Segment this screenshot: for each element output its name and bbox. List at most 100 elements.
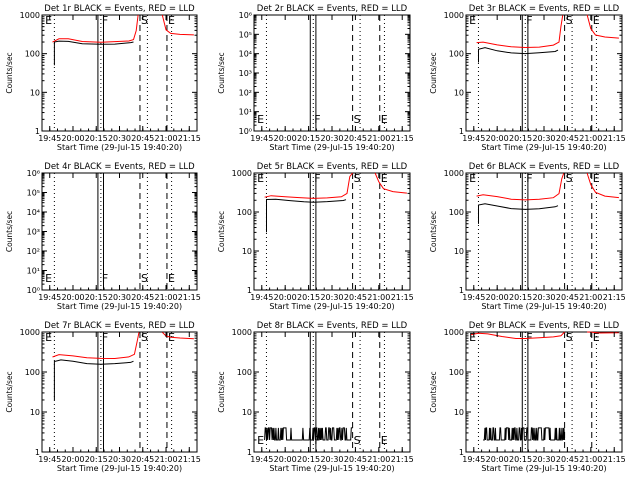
y-tick-label: 10 bbox=[454, 88, 464, 97]
marker-label-S: S bbox=[566, 331, 573, 344]
x-tick-label: 20:45 bbox=[131, 455, 154, 464]
y-tick-label: 10 bbox=[454, 408, 464, 417]
x-tick-label: 21:15 bbox=[603, 134, 626, 143]
x-tick-label: 20:00 bbox=[61, 455, 84, 464]
marker-label-E: E bbox=[257, 434, 264, 447]
x-tick-label: 19:45 bbox=[250, 134, 273, 143]
plot-frame bbox=[465, 172, 623, 291]
x-tick-label: 20:45 bbox=[344, 293, 367, 302]
plot-frame bbox=[465, 14, 623, 132]
marker-label-E: E bbox=[257, 113, 264, 126]
x-tick-label: 20:30 bbox=[108, 455, 131, 464]
marker-label-S: S bbox=[566, 172, 573, 185]
series-events-line bbox=[478, 47, 559, 63]
y-tick-label: 1000 bbox=[232, 328, 252, 337]
x-tick-label: 20:30 bbox=[532, 293, 555, 302]
x-tick-label: 20:00 bbox=[274, 134, 297, 143]
marker-label-S: S bbox=[141, 272, 148, 285]
x-tick-label: 21:15 bbox=[391, 293, 414, 302]
x-tick-label: 20:00 bbox=[274, 455, 297, 464]
x-tick-label: 20:45 bbox=[556, 293, 579, 302]
panel-title: Det 6r BLACK = Events, RED = LLD bbox=[469, 162, 620, 172]
panel-title: Det 5r BLACK = Events, RED = LLD bbox=[257, 162, 408, 172]
x-tick-label: 20:30 bbox=[108, 134, 131, 143]
plot-frame bbox=[41, 14, 198, 132]
x-tick-label: 20:00 bbox=[486, 134, 509, 143]
y-tick-label: 10 bbox=[30, 408, 40, 417]
y-tick-label: 100 bbox=[237, 208, 252, 217]
y-tick-label: 1000 bbox=[20, 328, 40, 337]
y-tick-label: 10⁰ bbox=[27, 286, 40, 295]
y-tick-label: 10³ bbox=[239, 69, 252, 78]
x-tick-label: 20:15 bbox=[509, 455, 532, 464]
x-tick-label: 21:15 bbox=[391, 134, 414, 143]
y-tick-label: 10¹ bbox=[27, 267, 40, 276]
x-tick-label: 21:00 bbox=[367, 293, 390, 302]
x-tick-label: 20:45 bbox=[131, 134, 154, 143]
y-tick-label: 10⁵ bbox=[239, 30, 252, 39]
marker-label-S: S bbox=[141, 14, 148, 27]
marker-label-S: S bbox=[141, 331, 148, 344]
y-tick-label: 10 bbox=[242, 247, 252, 256]
plot-frame bbox=[41, 331, 198, 453]
x-tick-label: 21:00 bbox=[367, 455, 390, 464]
series-lld-line bbox=[52, 14, 139, 43]
x-tick-label: 20:30 bbox=[320, 455, 343, 464]
y-tick-label: 1 bbox=[35, 127, 40, 136]
marker-label-S: S bbox=[354, 434, 361, 447]
x-tick-label: 21:00 bbox=[579, 455, 602, 464]
x-tick-label: 21:15 bbox=[603, 455, 626, 464]
marker-label-E: E bbox=[168, 14, 175, 27]
x-tick-label: 21:15 bbox=[178, 455, 201, 464]
x-tick-label: 19:45 bbox=[462, 455, 485, 464]
x-tick-label: 21:00 bbox=[154, 455, 177, 464]
y-tick-label: 10³ bbox=[27, 228, 40, 237]
series-events-line bbox=[264, 427, 353, 441]
panel-title: Det 2r BLACK = Events, RED = LLD bbox=[257, 4, 408, 14]
x-tick-label: 20:00 bbox=[61, 134, 84, 143]
x-tick-label: 20:15 bbox=[297, 293, 320, 302]
marker-label-F: F bbox=[102, 272, 108, 285]
x-tick-label: 20:45 bbox=[131, 293, 154, 302]
y-tick-label: 10² bbox=[239, 88, 252, 97]
x-tick-label: 21:00 bbox=[154, 134, 177, 143]
marker-label-E: E bbox=[257, 172, 264, 185]
x-tick-label: 20:30 bbox=[532, 455, 555, 464]
x-tick-label: 19:45 bbox=[462, 293, 485, 302]
panel-title: Det 9r BLACK = Events, RED = LLD bbox=[469, 321, 620, 331]
marker-label-E: E bbox=[45, 331, 52, 344]
x-tick-label: 21:00 bbox=[579, 293, 602, 302]
y-tick-label: 10⁰ bbox=[239, 127, 252, 136]
x-axis-label: Start Time (29-Jul-15 19:40:20) bbox=[481, 464, 606, 473]
marker-label-E: E bbox=[45, 272, 52, 285]
panel-title: Det 1r BLACK = Events, RED = LLD bbox=[44, 4, 195, 14]
x-tick-label: 20:15 bbox=[297, 455, 320, 464]
marker-label-F: F bbox=[526, 172, 532, 185]
marker-label-E: E bbox=[168, 272, 175, 285]
x-tick-label: 20:00 bbox=[486, 455, 509, 464]
series-lld-line bbox=[52, 332, 140, 360]
series-events-line bbox=[53, 359, 134, 400]
x-tick-label: 20:45 bbox=[556, 455, 579, 464]
x-axis-label: Start Time (29-Jul-15 19:40:20) bbox=[269, 143, 394, 152]
x-tick-label: 21:15 bbox=[178, 293, 201, 302]
y-tick-label: 1 bbox=[247, 286, 252, 295]
y-tick-label: 10² bbox=[27, 247, 40, 256]
y-tick-label: 100 bbox=[449, 368, 464, 377]
x-tick-label: 19:45 bbox=[38, 293, 61, 302]
y-tick-label: 10⁴ bbox=[27, 208, 40, 217]
series-lld-line bbox=[476, 173, 565, 201]
x-axis-label: Start Time (29-Jul-15 19:40:20) bbox=[269, 464, 394, 473]
panel-title: Det 8r BLACK = Events, RED = LLD bbox=[257, 321, 408, 331]
x-tick-label: 20:30 bbox=[320, 134, 343, 143]
marker-label-E: E bbox=[381, 172, 388, 185]
x-tick-label: 20:00 bbox=[486, 293, 509, 302]
y-tick-label: 10⁵ bbox=[27, 189, 40, 198]
marker-label-E: E bbox=[45, 14, 52, 27]
